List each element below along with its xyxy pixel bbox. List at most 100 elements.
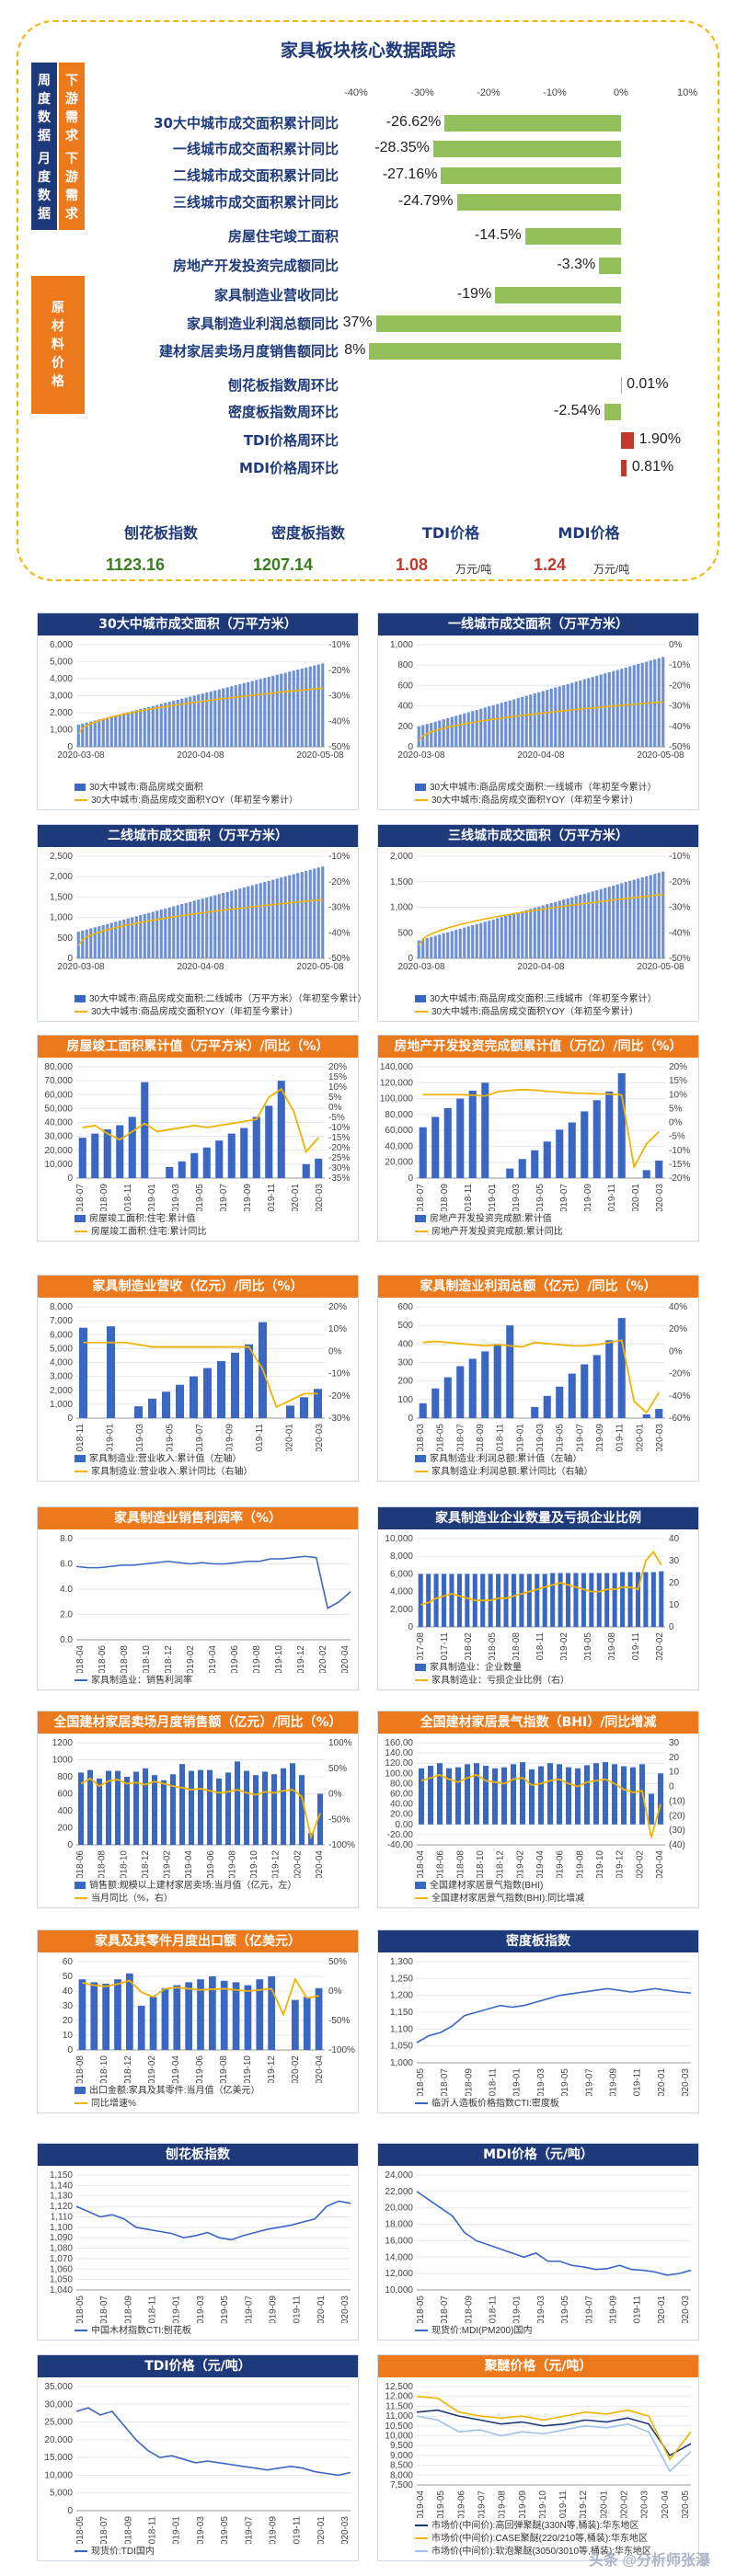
x-tick-label: 2020-02 <box>293 1850 303 1878</box>
core-bar-value: -19% <box>456 286 492 302</box>
x-tick-label: 2019-10 <box>249 1850 259 1878</box>
x-tick-label: 2018-05 <box>436 1424 446 1451</box>
bar <box>126 918 130 958</box>
bar <box>481 1351 489 1418</box>
bar <box>141 1082 149 1178</box>
bar <box>281 1768 286 1845</box>
bar <box>431 1116 440 1178</box>
bar <box>524 910 528 958</box>
y2-tick-label: -50% <box>328 742 350 752</box>
x-tick-label: 2018-02 <box>464 1632 474 1660</box>
bar <box>620 883 624 958</box>
legend-swatch <box>75 1882 86 1890</box>
legend-swatch <box>415 784 426 792</box>
y2-tick-label: -40% <box>328 716 350 727</box>
series-line <box>416 2395 692 2461</box>
y-tick-label: 1,050 <box>390 2042 413 2052</box>
y-tick-label: 10,000 <box>385 2285 413 2296</box>
legend-label: 市场价(中间价):CASE聚醚(220/210等,桶装):华东地区 <box>431 2534 649 2544</box>
bar <box>657 872 661 958</box>
legend-label: 全国建材家居景气指数(BHI):同比增减 <box>431 1894 585 1904</box>
y-tick-label: 2,000 <box>390 852 413 862</box>
legend-swatch <box>75 1471 87 1473</box>
y-tick-label: 1,500 <box>390 877 413 887</box>
y-tick-label: 1,060 <box>50 2264 73 2274</box>
x-tick-label: 2018-11 <box>464 1184 474 1211</box>
bar <box>556 1129 564 1178</box>
x-tick-label: 2020-03 <box>315 1184 325 1211</box>
x-tick-label: 2020-04 <box>340 1645 351 1673</box>
y-tick-label: 60,000 <box>44 1090 73 1100</box>
bar <box>620 669 624 747</box>
bar <box>589 1573 594 1627</box>
legend-item: 全国建材家居景气指数(BHI) <box>415 1880 584 1893</box>
y-tick-label: 8,000 <box>390 2470 413 2480</box>
x-tick-label: 2019-03 <box>171 1184 181 1211</box>
x-tick-label: 2019-01 <box>106 1424 116 1451</box>
legend-item: 家具制造业：销售利润率 <box>75 1675 192 1688</box>
bar <box>192 695 196 747</box>
y2-tick-label: 20% <box>328 1302 347 1312</box>
x-tick-label: 2019-01 <box>512 2296 523 2323</box>
bar <box>134 916 138 958</box>
legend-item: 30大中城市:商品房成交面积 <box>75 782 298 795</box>
x-tick-label: 2019-05 <box>220 2516 230 2544</box>
y2-tick-label: -40% <box>328 928 350 938</box>
x-tick-label: 2020-05-08 <box>637 962 684 972</box>
x-tick-label: 2020-01 <box>599 2490 609 2518</box>
y-tick-label: 2,000 <box>50 1386 73 1396</box>
y2-tick-label: 10% <box>669 1090 687 1100</box>
legend-item: 房屋竣工面积:住宅:累计值 <box>75 1213 207 1226</box>
y2-tick-label: 15% <box>328 1072 347 1082</box>
bar <box>554 687 558 747</box>
core-bar-label: 30大中城市成交面积累计同比 <box>154 115 339 132</box>
bar <box>292 1999 299 2050</box>
y-tick-label: 100,000 <box>380 1094 414 1105</box>
x-tick-label: 2019-09 <box>268 2296 278 2323</box>
bar <box>280 877 283 958</box>
bar <box>222 892 225 958</box>
y2-tick-label: -30% <box>328 903 350 913</box>
bar <box>305 870 308 958</box>
legend-swatch <box>415 1215 426 1223</box>
bar <box>315 1987 323 2050</box>
legend-swatch <box>415 1455 426 1463</box>
legend-swatch <box>415 1882 426 1890</box>
bar <box>122 919 126 958</box>
bar <box>101 924 105 958</box>
y2-tick-label: -10% <box>669 852 690 862</box>
chart-legend: 出口金额:家具及其零件:当月值（亿美元） 同比增速% <box>75 2085 260 2111</box>
legend-label: 房地产开发投资完成额:累计同比 <box>431 1227 563 1237</box>
bar <box>275 878 279 958</box>
bar <box>537 906 541 958</box>
y-tick-label: 500 <box>397 928 413 938</box>
x-tick-label: 2018-03 <box>416 1424 426 1451</box>
bar <box>286 1405 294 1418</box>
chart-panel-c4: 三线城市成交面积（万平方米） 0 500 1,000 1,500 2,000 -50% -40… <box>377 824 699 1022</box>
x-tick-label: 2019-03 <box>512 1184 522 1211</box>
bar <box>106 923 109 958</box>
series-line <box>422 1339 661 1414</box>
y2-tick-label: 20% <box>328 1062 347 1072</box>
chart-title: MDI价格（元/吨） <box>378 2144 698 2166</box>
bar <box>607 671 611 747</box>
y-tick-label: 400 <box>57 1806 73 1816</box>
x-tick-label: 2020-03-08 <box>397 750 445 761</box>
x-tick-label: 2019-11 <box>558 2490 569 2518</box>
bar <box>450 716 454 747</box>
bar <box>126 712 130 747</box>
bar <box>197 694 201 747</box>
chart-svg: 0 200 400 600 800 1000 1200 -100% -50% 0% 50% 100% 2… <box>52 1738 355 1878</box>
legend-label: 30大中城市:商品房成交面积:一线城市（年初至今累计） <box>430 783 657 793</box>
legend-swatch <box>75 1215 86 1223</box>
chart-svg: 0 10 20 30 40 50 60 -100% -50% 0% 50% 2018-08 2018-1… <box>63 1957 355 2083</box>
legend-swatch <box>415 1679 428 1682</box>
bar <box>170 1774 176 1845</box>
bar <box>443 1107 452 1178</box>
bar <box>98 926 101 958</box>
y-tick-label: 200 <box>397 722 413 732</box>
bar <box>433 935 437 958</box>
bar <box>430 722 433 747</box>
x-tick-label: 2020-04 <box>661 2490 671 2518</box>
legend-label: 30大中城市:商品房成交面积 <box>89 783 203 793</box>
